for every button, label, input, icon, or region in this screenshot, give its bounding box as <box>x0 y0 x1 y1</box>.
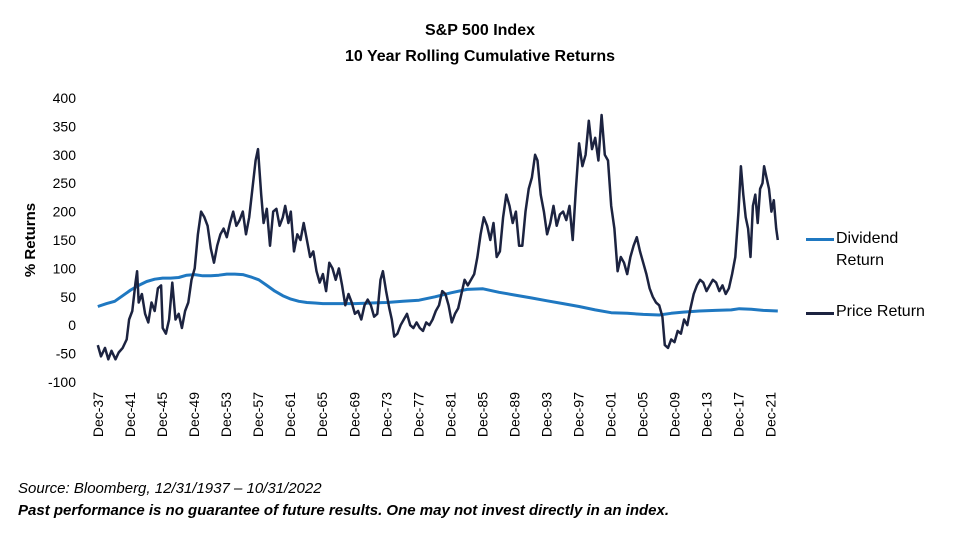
x-tick-label: Dec-01 <box>603 392 619 437</box>
x-tick-label: Dec-49 <box>186 392 202 437</box>
y-tick-label: 350 <box>53 118 77 134</box>
x-tick-label: Dec-81 <box>442 392 458 437</box>
y-tick-label: -100 <box>48 374 76 390</box>
y-tick-label: 0 <box>68 317 76 333</box>
y-tick-label: 250 <box>53 175 77 191</box>
legend-price-label: Price Return <box>836 303 925 320</box>
legend-dividend-swatch <box>806 238 834 241</box>
y-tick-label: -50 <box>56 346 76 362</box>
x-tick-label: Dec-17 <box>731 392 747 437</box>
x-tick-label: Dec-13 <box>699 392 715 437</box>
y-tick-label: 150 <box>53 232 77 248</box>
x-tick-label: Dec-77 <box>410 392 426 437</box>
y-tick-label: 100 <box>53 260 77 276</box>
x-tick-label: Dec-97 <box>571 392 587 437</box>
y-tick-label: 200 <box>53 204 77 220</box>
x-tick-label: Dec-89 <box>506 392 522 437</box>
x-tick-label: Dec-65 <box>314 392 330 437</box>
legend-price-swatch <box>806 312 834 315</box>
x-tick-label: Dec-37 <box>90 392 106 437</box>
source-note: Source: Bloomberg, 12/31/1937 – 10/31/20… <box>18 480 322 497</box>
x-axis: Dec-37 Dec-41 Dec-45 Dec-49 Dec-53 Dec-57 Dec-… <box>90 392 779 437</box>
x-tick-label: Dec-73 <box>378 392 394 437</box>
x-tick-label: Dec-85 <box>474 392 490 437</box>
chart-title: S&P 500 Index <box>425 22 535 39</box>
dividend-return-line <box>97 272 778 317</box>
chart-subtitle: 10 Year Rolling Cumulative Returns <box>344 48 615 65</box>
legend-dividend-label: Dividend Return <box>836 230 899 269</box>
y-axis: -100 -50 0 50 100 150 200 250 300 350 400 <box>48 90 76 390</box>
x-tick-label: Dec-53 <box>218 392 234 437</box>
y-tick-label: 300 <box>53 147 77 163</box>
disclaimer-note: Past performance is no guarantee of futu… <box>18 502 669 519</box>
x-tick-label: Dec-05 <box>635 392 651 437</box>
x-tick-label: Dec-57 <box>250 392 266 437</box>
y-tick-label: 400 <box>53 90 77 106</box>
x-tick-label: Dec-21 <box>763 392 779 437</box>
y-axis-label: % Returns <box>22 203 39 277</box>
price-return-line <box>96 113 780 361</box>
x-tick-label: Dec-41 <box>122 392 138 437</box>
y-tick-label: 50 <box>60 289 76 305</box>
series-group <box>96 113 780 361</box>
x-tick-label: Dec-09 <box>667 392 683 437</box>
x-tick-label: Dec-61 <box>282 392 298 437</box>
x-tick-label: Dec-69 <box>346 392 362 437</box>
x-tick-label: Dec-45 <box>154 392 170 437</box>
x-tick-label: Dec-93 <box>538 392 554 437</box>
